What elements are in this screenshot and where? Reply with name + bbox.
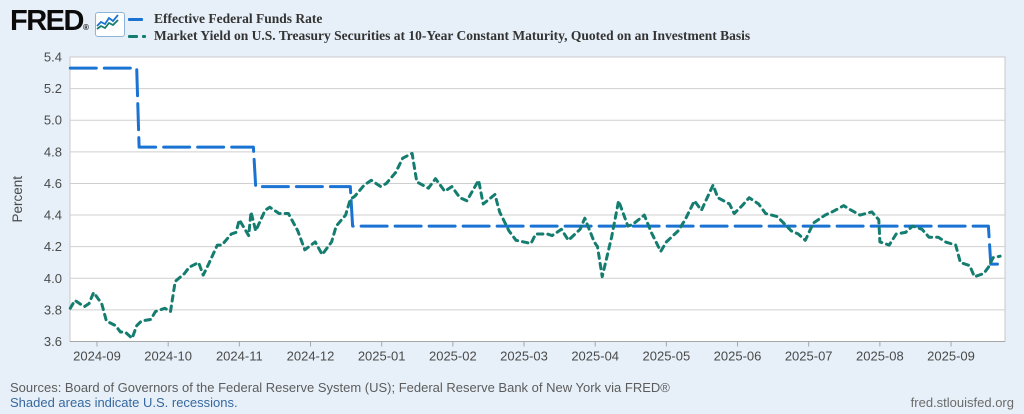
treasury-dash-sample: [128, 34, 138, 38]
y-tick-label: 4.4: [44, 208, 62, 223]
recessions-link[interactable]: Shaded areas indicate U.S. recessions.: [10, 395, 238, 410]
y-tick-label: 4.0: [44, 271, 62, 286]
x-tick-label: 2024-09: [73, 349, 121, 364]
legend-label-effr: Effective Federal Funds Rate: [154, 11, 323, 26]
x-tick-label: 2024-12: [287, 349, 335, 364]
y-tick-label: 4.2: [44, 239, 62, 254]
y-tick-label: 4.6: [44, 176, 62, 191]
effr-series-line: [68, 66, 1002, 266]
effr-line-sample: [128, 17, 143, 21]
registered-mark: ®: [82, 23, 89, 32]
x-tick-label: 2025-07: [785, 349, 833, 364]
y-tick-label: 3.8: [44, 302, 62, 317]
fred-logo[interactable]: FRED®: [10, 5, 89, 38]
fred-site-text: fred.stlouisfed.org: [910, 395, 1014, 410]
treasury-series-line: [68, 151, 1002, 340]
y-axis-title: Percent: [10, 176, 25, 223]
plot-area[interactable]: [69, 56, 1006, 342]
x-tick-label: 2024-11: [216, 349, 263, 364]
x-tick-label: 2025-04: [571, 349, 619, 364]
fred-sparkline-icon: [95, 12, 125, 37]
y-tick-label: 5.0: [44, 113, 62, 128]
x-tick-label: 2024-10: [144, 349, 192, 364]
x-tick-label: 2025-06: [714, 349, 762, 364]
x-tick-label: 2025-08: [856, 349, 904, 364]
x-tick-label: 2025-03: [500, 349, 548, 364]
y-tick-label: 5.2: [44, 81, 62, 96]
legend-swatch-effr: [128, 17, 152, 21]
x-tick-label: 2025-09: [927, 349, 975, 364]
x-tick-label: 2025-05: [643, 349, 691, 364]
sources-text: Sources: Board of Governors of the Feder…: [10, 380, 670, 395]
x-tick-label: 2025-01: [358, 349, 406, 364]
legend-item-effr[interactable]: Effective Federal Funds Rate: [128, 11, 323, 26]
treasury-dot-sample: [142, 34, 146, 38]
fred-logo-text: FRED: [10, 5, 84, 37]
x-tick-label: 2025-02: [429, 349, 477, 364]
legend-swatch-treasury: [128, 34, 152, 38]
legend-label-treasury: Market Yield on U.S. Treasury Securities…: [154, 28, 751, 43]
y-tick-label: 5.4: [44, 50, 62, 65]
y-tick-label: 4.8: [44, 144, 62, 159]
legend-item-treasury[interactable]: Market Yield on U.S. Treasury Securities…: [128, 28, 751, 43]
y-tick-label: 3.6: [44, 334, 62, 349]
